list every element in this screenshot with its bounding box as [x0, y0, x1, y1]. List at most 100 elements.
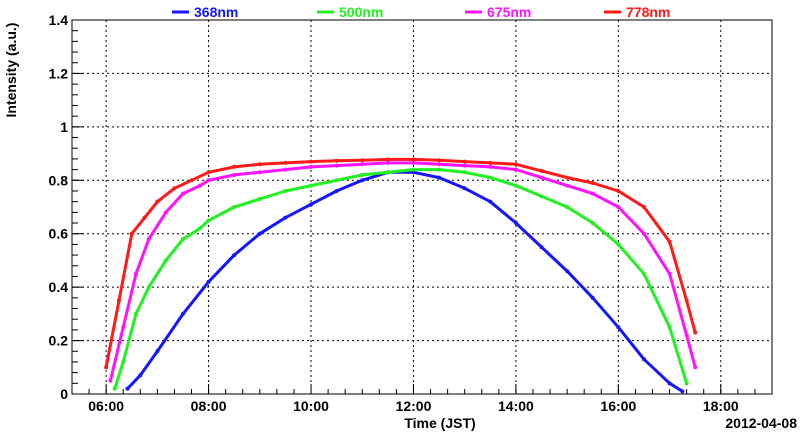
data-point-500nm	[539, 194, 544, 199]
data-point-675nm	[437, 162, 442, 167]
data-point-368nm	[437, 175, 442, 180]
data-point-500nm	[283, 188, 288, 193]
data-point-500nm	[112, 386, 117, 391]
data-point-675nm	[616, 205, 621, 209]
data-point-500nm	[684, 381, 689, 386]
axis-ticks	[71, 19, 773, 395]
data-point-778nm	[684, 298, 689, 303]
data-point-500nm	[641, 271, 646, 276]
data-point-778nm	[142, 215, 147, 220]
data-point-778nm	[385, 157, 390, 162]
data-point-368nm	[641, 357, 646, 362]
data-point-500nm	[257, 196, 262, 201]
tick-labels: 06:00 08:00 10:00 12:00 14:00 16:00 18:00 0 0.2 0…	[49, 12, 739, 414]
data-point-675nm	[488, 164, 493, 169]
data-point-778nm	[360, 158, 365, 163]
series-line-778nm	[104, 157, 697, 369]
x-tick-label: 08:00	[191, 398, 227, 414]
data-point-675nm	[206, 178, 211, 183]
plot-frame	[71, 19, 773, 395]
x-axis-title: Time (JST)	[404, 415, 475, 431]
data-point-368nm	[206, 279, 211, 284]
y-tick-label: 1.2	[49, 65, 69, 81]
data-point-778nm	[129, 231, 134, 236]
data-point-500nm	[488, 175, 493, 180]
data-point-675nm	[513, 167, 518, 172]
data-point-778nm	[437, 158, 442, 163]
data-point-368nm	[462, 186, 467, 191]
data-point-500nm	[616, 242, 621, 247]
data-point-675nm	[121, 325, 126, 330]
data-point-675nm	[108, 378, 113, 383]
data-point-778nm	[172, 186, 177, 191]
y-tick-label: 0	[60, 386, 68, 402]
x-tick-label: 16:00	[600, 398, 636, 414]
data-point-675nm	[641, 231, 646, 236]
data-point-368nm	[513, 221, 518, 226]
data-point-675nm	[134, 271, 139, 276]
data-point-675nm	[539, 175, 544, 180]
data-point-778nm	[565, 175, 570, 180]
data-point-368nm	[180, 311, 185, 316]
data-point-778nm	[334, 158, 339, 163]
x-tick-label: 14:00	[498, 398, 534, 414]
data-point-368nm	[257, 231, 262, 236]
data-point-368nm	[565, 269, 570, 274]
data-point-368nm	[590, 295, 595, 300]
x-tick-label: 12:00	[396, 398, 432, 414]
data-point-675nm	[565, 183, 570, 188]
y-tick-label: 0.2	[49, 333, 69, 349]
data-point-675nm	[684, 333, 689, 338]
data-point-675nm	[163, 210, 168, 215]
data-point-500nm	[146, 285, 151, 290]
x-tick-label: 06:00	[88, 398, 124, 414]
date-label: 2012-04-08	[725, 415, 797, 431]
data-point-500nm	[437, 167, 442, 172]
data-point-675nm	[590, 191, 595, 196]
data-point-368nm	[360, 178, 365, 183]
data-point-778nm	[283, 160, 288, 165]
data-point-368nm	[232, 253, 237, 258]
data-point-368nm	[334, 188, 339, 193]
data-point-500nm	[232, 205, 237, 209]
data-point-368nm	[539, 245, 544, 250]
data-point-778nm	[257, 162, 262, 167]
data-point-675nm	[232, 172, 237, 177]
data-point-778nm	[189, 178, 194, 183]
data-point-778nm	[206, 170, 211, 175]
series-layer	[104, 157, 698, 394]
data-point-500nm	[385, 170, 390, 175]
legend-label-368nm: 368nm	[194, 4, 238, 20]
data-point-368nm	[616, 325, 621, 330]
data-point-778nm	[309, 159, 314, 164]
data-point-675nm	[411, 160, 416, 165]
data-point-675nm	[257, 170, 262, 175]
data-point-675nm	[146, 237, 151, 242]
data-point-500nm	[565, 205, 570, 209]
series-line-675nm	[108, 161, 697, 383]
data-point-675nm	[309, 164, 314, 169]
data-point-778nm	[590, 180, 595, 185]
data-point-368nm	[488, 199, 493, 204]
y-tick-label: 1	[60, 119, 68, 135]
data-point-778nm	[488, 160, 493, 165]
x-tick-label: 10:00	[293, 398, 329, 414]
data-point-675nm	[360, 162, 365, 167]
data-point-778nm	[116, 298, 121, 303]
data-point-778nm	[641, 205, 646, 209]
data-point-500nm	[334, 178, 339, 183]
data-point-778nm	[104, 365, 109, 370]
data-point-500nm	[590, 221, 595, 226]
data-point-675nm	[693, 365, 698, 370]
data-point-778nm	[462, 159, 467, 164]
y-tick-label: 0.8	[49, 172, 69, 188]
legend-label-778nm: 778nm	[626, 4, 670, 20]
data-point-500nm	[198, 226, 203, 231]
data-point-500nm	[667, 325, 672, 330]
data-point-778nm	[411, 157, 416, 162]
data-point-778nm	[616, 188, 621, 193]
data-point-500nm	[360, 172, 365, 177]
y-tick-label: 1.4	[49, 12, 69, 28]
data-point-778nm	[513, 162, 518, 167]
